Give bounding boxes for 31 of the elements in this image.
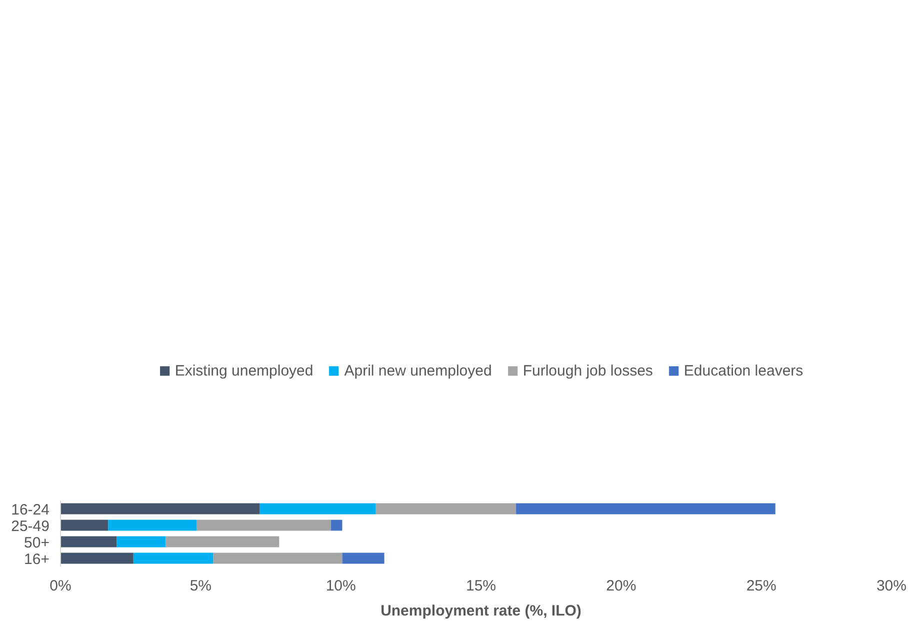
legend-label: Furlough job losses (522, 362, 653, 380)
x-tick-label: 10% (326, 578, 356, 594)
bar (213, 552, 342, 564)
bar (376, 503, 516, 514)
y-tick-label: 16-24 (11, 501, 50, 518)
x-tick-label: 25% (746, 578, 776, 594)
x-tick-label: 15% (466, 578, 496, 594)
x-tick-label: 0% (50, 578, 72, 594)
bar (60, 520, 108, 531)
bar (196, 520, 332, 531)
bar (342, 552, 384, 564)
y-tick-label: 16+ (24, 550, 50, 568)
bar (133, 552, 214, 564)
bar (60, 536, 117, 548)
bar (331, 520, 342, 531)
bar (60, 552, 134, 564)
legend-label: Education leavers (684, 362, 804, 380)
x-tick-label: 20% (606, 578, 636, 594)
bar (108, 520, 196, 531)
legend-label: April new unemployed (344, 362, 492, 380)
legend-label: Existing unemployed (174, 362, 314, 380)
bar (166, 536, 280, 548)
x-axis-title: Unemployment rate (%, ILO) (380, 602, 582, 620)
bar (116, 536, 166, 548)
bar (260, 503, 376, 514)
x-tick-label: 30% (876, 578, 907, 594)
bar (60, 503, 260, 514)
bar (516, 503, 776, 514)
x-tick-label: 5% (190, 578, 212, 594)
y-tick-label: 25-49 (11, 518, 50, 535)
y-tick-label: 50+ (24, 534, 50, 552)
